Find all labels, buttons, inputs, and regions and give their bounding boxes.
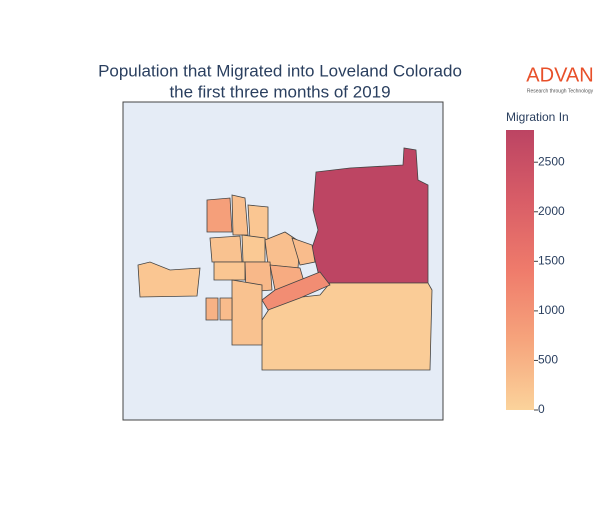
- region: [205, 297, 219, 321]
- logo-tagline: Research through Technology: [527, 88, 594, 94]
- region: [231, 194, 249, 236]
- region: [219, 297, 233, 321]
- region: [206, 197, 233, 233]
- subtitle: the first three months of 2019: [169, 82, 390, 101]
- colorbar-tick-label: 1500: [538, 253, 565, 267]
- region: [241, 234, 266, 263]
- region: [291, 237, 316, 266]
- colorbar-tick-label: 500: [538, 353, 558, 367]
- colorbar-tick-label: 1000: [538, 303, 565, 317]
- colorbar-title: Migration In: [506, 110, 569, 124]
- colorbar: [506, 130, 534, 410]
- region: [247, 204, 269, 241]
- title: Population that Migrated into Loveland C…: [98, 61, 462, 80]
- region: [231, 279, 263, 346]
- regions: [137, 147, 433, 371]
- logo: ADVAN: [526, 64, 593, 86]
- colorbar-tick-label: 0: [538, 402, 545, 416]
- colorbar-tick-label: 2500: [538, 154, 565, 168]
- region: [213, 261, 246, 281]
- region: [209, 235, 243, 263]
- colorbar-tick-label: 2000: [538, 204, 565, 218]
- colorbar-ticks: 0 500 1000 1500 2000 2500: [534, 154, 565, 416]
- region: [137, 261, 201, 298]
